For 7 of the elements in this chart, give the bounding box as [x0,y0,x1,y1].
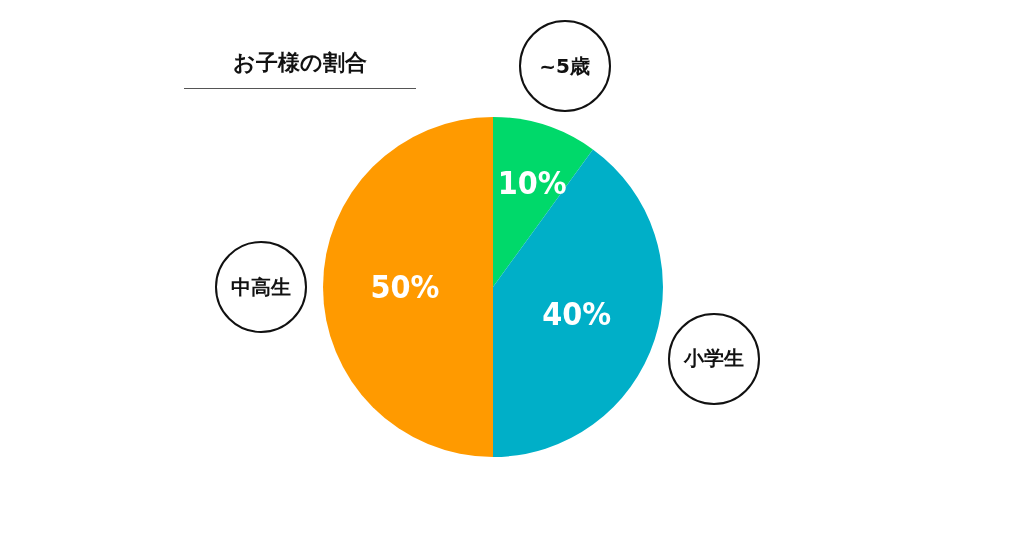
speech-bubble: 中高生 [215,241,307,333]
data-label: 50% [370,268,440,306]
speech-bubble: ~5歳 [518,20,611,113]
data-label: 10% [497,164,567,203]
speech-bubble: 小学生 [667,312,760,405]
data-label: 40% [542,295,612,334]
chart-title: お子様の割合 [184,48,416,89]
